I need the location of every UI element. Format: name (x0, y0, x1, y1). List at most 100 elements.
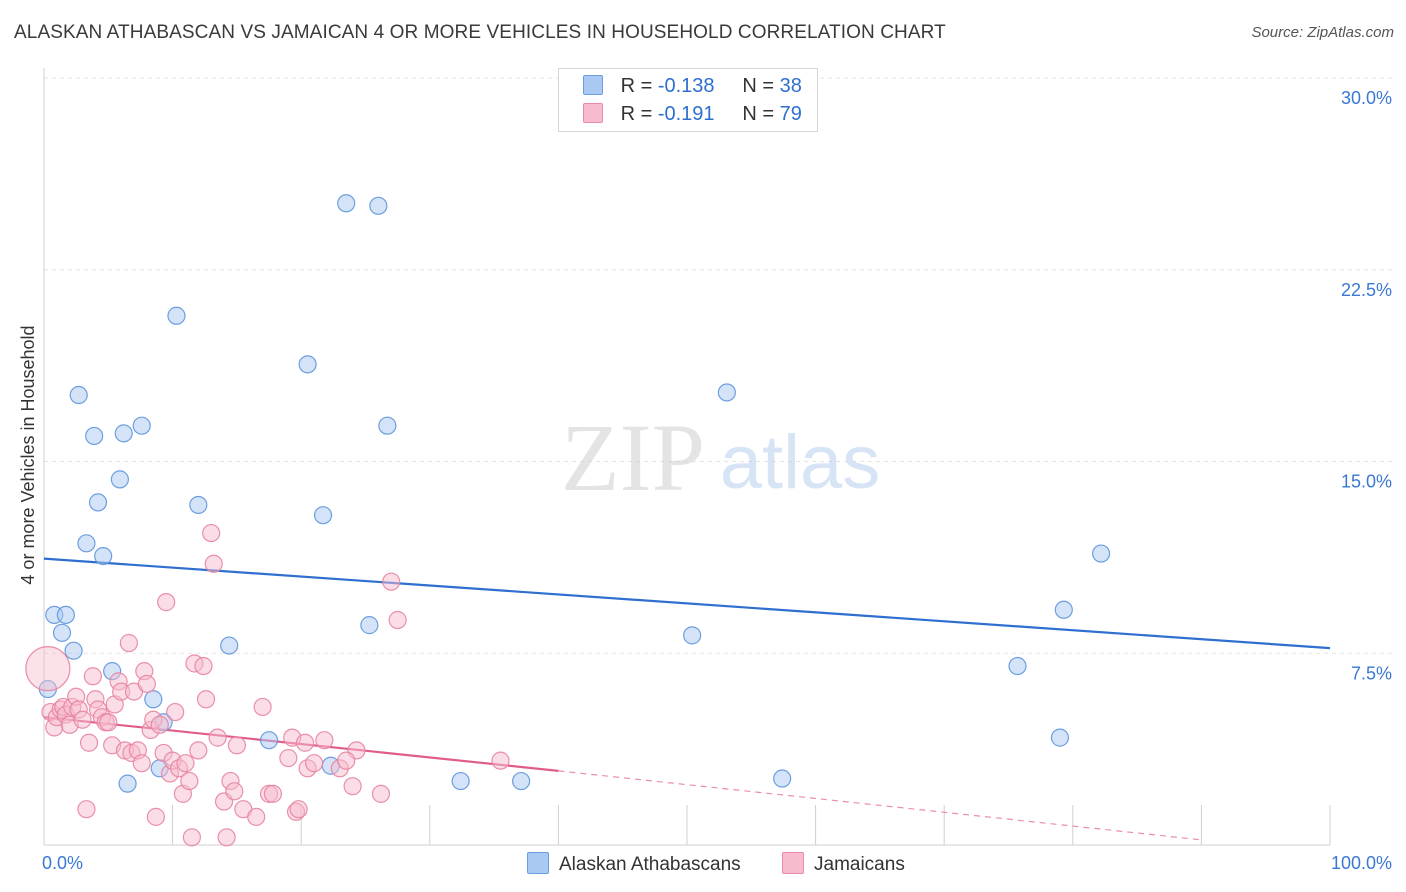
x-tick-label: 0.0% (42, 853, 83, 873)
bottom-legend-label: Alaskan Athabascans (559, 854, 741, 875)
y-tick-label: 22.5% (1341, 280, 1392, 300)
legend-row-athabascan: R = -0.138 N = 38 (583, 75, 802, 98)
point-jamaican (227, 736, 246, 755)
point-jamaican (132, 754, 151, 773)
point-athabascan (114, 424, 133, 443)
point-jamaican (279, 748, 298, 768)
point-athabascan (313, 506, 333, 525)
bottom-legend-jamaican: Jamaicans (782, 852, 905, 876)
point-jamaican (253, 697, 272, 717)
point-jamaican (73, 710, 92, 729)
legend-row-jamaican: R = -0.191 N = 79 (583, 103, 802, 126)
point-athabascan (94, 546, 113, 566)
point-jamaican (382, 572, 401, 591)
legend-n-value: 79 (779, 103, 802, 125)
point-athabascan (88, 493, 108, 512)
point-jamaican (99, 713, 118, 732)
trend-line-athabascan (43, 557, 1331, 650)
point-athabascan (773, 769, 792, 788)
tick-labels: 7.5% 15.0% 22.5% 30.0% 0.0% 100.0% (42, 88, 1392, 873)
bottom-legend-swatch-athabascan (527, 852, 549, 874)
legend-r-label: R = (620, 75, 653, 97)
point-jamaican (196, 690, 216, 709)
point-athabascan (717, 383, 736, 402)
point-jamaican (166, 702, 185, 722)
legend-swatch-athabascan (583, 75, 603, 95)
point-athabascan (110, 470, 129, 489)
point-athabascan (64, 641, 83, 660)
point-athabascan (52, 623, 72, 642)
legend-r-label: R = (620, 103, 653, 125)
point-jamaican (176, 754, 195, 773)
point-athabascan (132, 416, 151, 435)
point-jamaican (137, 674, 156, 694)
point-jamaican (146, 807, 165, 826)
point-athabascan (220, 636, 239, 655)
point-athabascan (1050, 728, 1070, 747)
y-axis-label: 4 or more Vehicles in Household (18, 325, 38, 584)
source-label: Source: ZipAtlas.com (1251, 24, 1394, 41)
point-jamaican (491, 751, 510, 770)
point-jamaican (343, 777, 362, 796)
point-athabascan (1054, 600, 1073, 619)
point-jamaican (204, 554, 223, 573)
point-athabascan (85, 426, 104, 446)
point-athabascan (298, 355, 317, 374)
legend-n-value: 38 (779, 75, 802, 97)
watermark-zip: ZIP (561, 404, 705, 511)
stats-legend: R = -0.138 N = 38 R = -0.191 N = 79 (558, 68, 818, 132)
point-jamaican (79, 733, 99, 752)
point-athabascan (360, 616, 379, 635)
watermark: ZIP atlas (561, 404, 880, 511)
point-jamaican (189, 741, 208, 760)
point-jamaican (208, 728, 227, 747)
point-athabascan (683, 626, 702, 645)
point-jamaican (304, 754, 324, 773)
point-jamaican (25, 645, 71, 692)
point-athabascan (118, 774, 137, 793)
legend-n-label: N = (742, 75, 775, 97)
point-jamaican (150, 715, 169, 734)
point-athabascan (378, 416, 397, 435)
point-athabascan (144, 690, 163, 709)
point-athabascan (259, 731, 279, 750)
point-athabascan (189, 495, 208, 515)
chart-title: ALASKAN ATHABASCAN VS JAMAICAN 4 OR MORE… (14, 22, 946, 43)
point-athabascan (512, 771, 531, 791)
bottom-legend-athabascan: Alaskan Athabascans (527, 852, 741, 876)
point-jamaican (83, 667, 102, 686)
point-athabascan (167, 306, 186, 325)
x-tick-label: 100.0% (1331, 853, 1392, 873)
point-athabascan (69, 385, 88, 405)
legend-r-value: -0.191 (657, 103, 715, 125)
legend-swatch-jamaican (583, 103, 603, 123)
point-jamaican (337, 751, 356, 770)
point-jamaican (182, 828, 201, 847)
point-jamaican (77, 800, 96, 819)
legend-n-label: N = (742, 103, 775, 125)
point-jamaican (371, 784, 391, 803)
trend-line-jamaican-extension (558, 770, 1202, 841)
point-jamaican (180, 771, 199, 791)
point-jamaican (194, 656, 213, 676)
point-jamaican (289, 800, 308, 819)
point-athabascan (1091, 544, 1111, 563)
point-jamaican (295, 733, 315, 752)
point-athabascan (56, 605, 75, 625)
point-jamaican (119, 633, 138, 653)
point-athabascan (77, 534, 96, 553)
data-points (25, 194, 1111, 847)
point-jamaican (247, 807, 266, 826)
point-jamaican (225, 782, 244, 801)
point-jamaican (217, 828, 236, 847)
point-athabascan (451, 771, 470, 791)
point-athabascan (337, 194, 356, 213)
point-jamaican (157, 593, 176, 612)
grid-lines (44, 77, 1392, 654)
legend-r-value: -0.138 (657, 75, 715, 97)
point-athabascan (369, 196, 388, 215)
watermark-atlas: atlas (720, 420, 881, 505)
bottom-legend-label: Jamaicans (814, 854, 905, 875)
point-athabascan (1008, 656, 1027, 676)
